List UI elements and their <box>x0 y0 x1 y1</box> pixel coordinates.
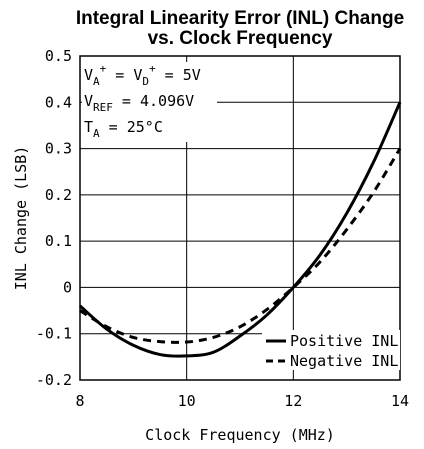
annotation-background <box>82 62 217 142</box>
annotation-supply: VA+ = VD+ = 5V <box>84 62 201 88</box>
y-tick-label: 0.1 <box>45 232 72 250</box>
plot-frame <box>79 55 401 381</box>
annotation-vref: VREF = 4.096V <box>84 92 194 114</box>
legend-label-positive: Positive INL <box>290 332 398 350</box>
y-tick-label: -0.1 <box>36 325 72 343</box>
y-tick-label: 0.4 <box>45 93 72 111</box>
x-tick-label: 10 <box>178 392 196 410</box>
legend-label-negative: Negative INL <box>290 352 398 370</box>
x-axis-label: Clock Frequency (MHz) <box>145 426 335 444</box>
y-tick-label: 0.2 <box>45 186 72 204</box>
y-tick-label: 0 <box>63 278 72 296</box>
chart-subtitle: vs. Clock Frequency <box>148 28 333 49</box>
series-positive-inl <box>79 101 402 358</box>
y-tick-label: 0.5 <box>45 47 72 65</box>
x-tick-label: 8 <box>75 392 84 410</box>
y-tick-label: -0.2 <box>36 371 72 389</box>
x-tick-label: 12 <box>284 392 302 410</box>
x-tick-label: 14 <box>391 392 409 410</box>
y-tick-labels: -0.2 -0.1 0 0.1 0.2 0.3 0.4 0.5 <box>36 47 72 389</box>
chart-title: Integral Linearity Error (INL) Change <box>76 8 404 29</box>
x-tick-labels: 8 10 12 14 <box>75 392 409 410</box>
series-negative-inl <box>79 147 402 344</box>
legend-background <box>262 330 400 370</box>
y-tick-label: 0.3 <box>45 140 72 158</box>
y-axis-label: INL Change (LSB) <box>12 146 30 291</box>
annotation-temperature: TA = 25°C <box>84 118 163 140</box>
